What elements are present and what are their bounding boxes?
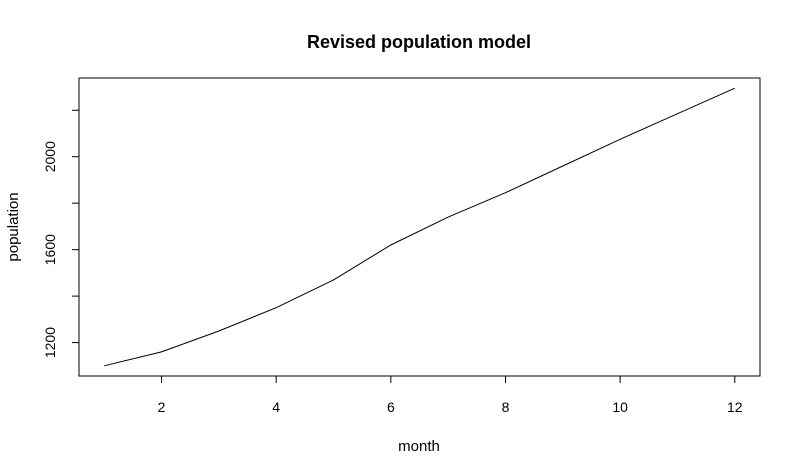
- y-axis-label: population: [5, 192, 22, 261]
- series-layer: [104, 87, 736, 367]
- y-tick-label: 1200: [42, 327, 58, 358]
- x-axis-label: month: [398, 438, 440, 455]
- x-tick-label: 2: [158, 399, 166, 415]
- x-tick-label: 10: [612, 399, 628, 415]
- x-tick-label: 6: [387, 399, 395, 415]
- y-axis: 1200 1600 2000: [42, 109, 80, 358]
- x-tick-label: 8: [502, 399, 510, 415]
- chart-title: Revised population model: [307, 32, 531, 52]
- x-tick-label: 4: [272, 399, 280, 415]
- series-line: [104, 87, 736, 367]
- x-tick-label: 12: [727, 399, 743, 415]
- y-tick-label: 1600: [42, 234, 58, 265]
- x-axis: 2 4 6 8 10 12: [158, 375, 743, 415]
- y-tick-label: 2000: [42, 141, 58, 172]
